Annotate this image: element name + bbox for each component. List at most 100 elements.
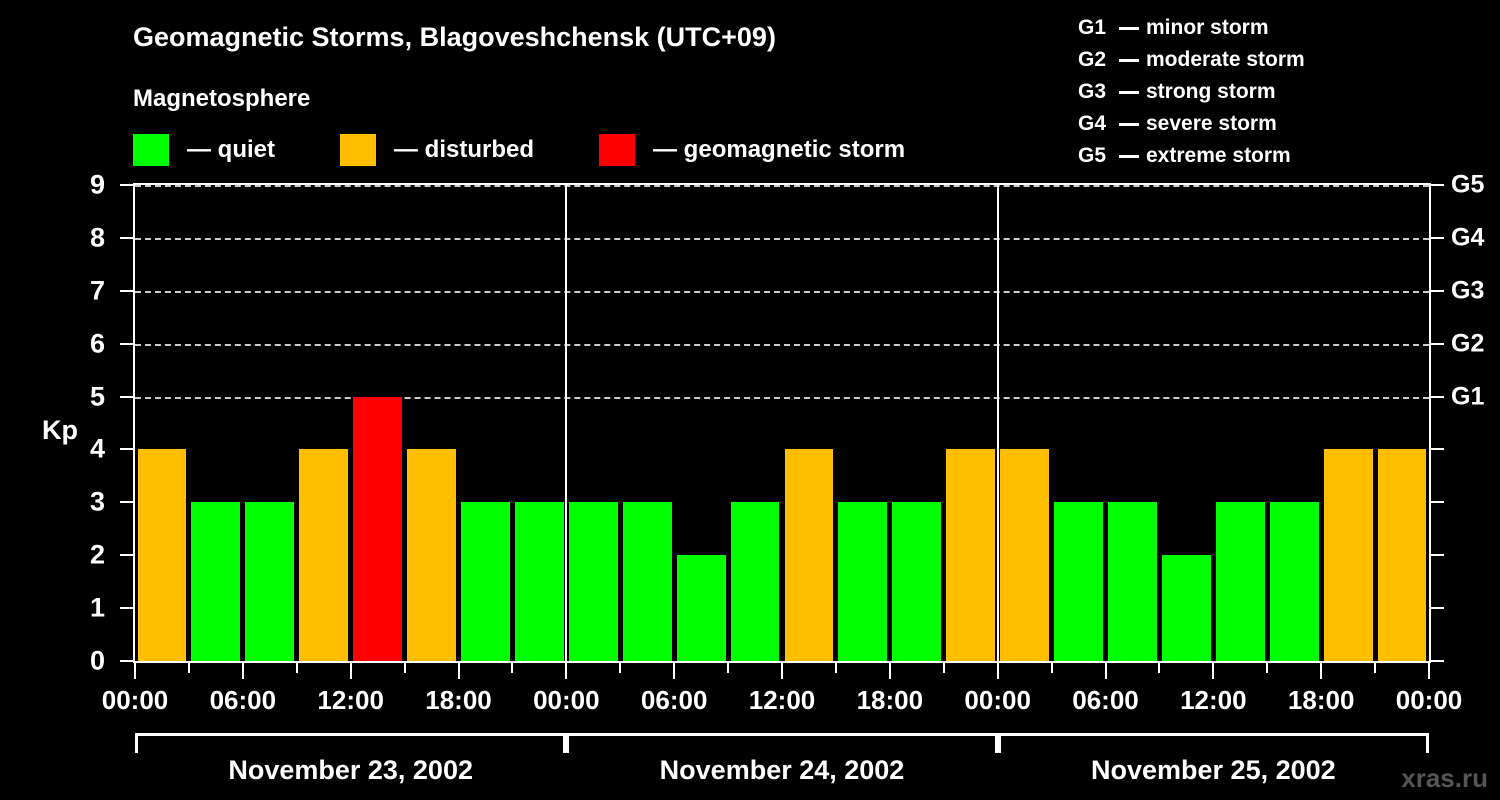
g-scale-code: G2 [1078,48,1107,71]
bar [137,449,187,661]
legend-swatch-disturbed [340,134,376,166]
day-separator [565,185,568,661]
legend-label-quiet: — quiet [187,136,275,163]
right-axis-label-g1: G1 [1451,382,1485,411]
gridline-kp-5 [135,396,1429,399]
x-tick-label: 18:00 [425,685,492,715]
y-tick-mark [120,607,133,610]
right-axis-tick-mark [1431,607,1444,610]
y-tick-mark [120,395,133,398]
bar [1215,502,1265,661]
bar [1323,449,1373,661]
x-tick-label: 06:00 [209,685,277,715]
x-tick-label: 00:00 [1395,685,1463,715]
category-legend: — quiet — disturbed — geomagnetic storm [133,133,905,167]
bar [1161,555,1211,661]
x-tick-mark [403,663,406,673]
bar [1000,449,1050,661]
date-bracket [135,733,567,753]
x-tick-mark [565,663,568,679]
bar [946,449,996,661]
x-tick-label: 12:00 [1180,685,1247,715]
x-tick-mark [1320,663,1323,679]
g-scale-text: severe storm [1146,112,1277,135]
x-tick-mark [1050,663,1053,673]
gridline-kp-6 [135,343,1429,346]
x-tick-mark [1374,663,1377,673]
x-tick-label: 00:00 [964,685,1031,715]
x-tick-mark [673,663,676,679]
g-scale-dash-icon [1119,26,1139,30]
y-tick-mark [120,660,133,662]
right-axis-label-g5: G5 [1451,170,1485,199]
g-scale-row-g3: G3 strong storm [1078,76,1305,108]
bar [568,502,618,661]
y-tick-mark [120,342,133,345]
x-tick-mark [187,663,190,673]
watermark: xras.ru [1401,763,1488,793]
legend-item-disturbed: — disturbed [340,134,534,166]
g-scale-row-g5: G5 extreme storm [1078,140,1305,172]
bar [892,502,942,661]
right-axis-tick-mark [1431,660,1444,662]
y-tick-label: 2 [89,539,105,570]
y-tick-label: 7 [89,275,105,306]
bar [676,555,726,661]
y-tick-label: 9 [89,169,105,200]
y-axis-title: Kp [42,415,78,445]
bar [784,449,834,661]
y-tick-mark [120,184,133,186]
bar [1377,449,1427,661]
gridline-kp-9 [135,185,1429,187]
legend-label-disturbed: — disturbed [394,136,535,163]
x-tick-label: 12:00 [317,685,384,715]
right-axis-tick-mark [1431,236,1444,239]
date-bracket [997,733,1429,753]
y-tick-label: 1 [89,592,105,623]
x-tick-mark [619,663,622,673]
x-tick-label: 12:00 [748,685,816,715]
bar [730,502,780,661]
x-tick-label: 06:00 [1072,685,1139,715]
g-scale-text: extreme storm [1146,144,1291,167]
gridline-kp-7 [135,290,1429,293]
x-tick-label: 00:00 [101,685,169,715]
right-axis-label-g2: G2 [1451,329,1485,358]
g-scale-text: moderate storm [1146,48,1305,71]
date-label: November 25, 2002 [1091,755,1336,785]
g-scale-row-g4: G4 severe storm [1078,108,1305,140]
y-tick-label: 0 [89,645,105,676]
legend-swatch-storm [599,134,636,166]
x-tick-mark [1158,663,1161,673]
right-axis-tick-mark [1431,448,1444,451]
g-scale-row-g2: G2 moderate storm [1078,44,1305,76]
x-tick-mark [134,663,136,679]
bar [407,449,456,661]
legend-item-quiet: — quiet [133,134,275,166]
legend-label-storm: — geomagnetic storm [653,136,906,163]
right-axis-tick-mark [1431,184,1444,186]
bar [1269,502,1319,661]
bar [299,449,349,661]
x-tick-mark [1428,663,1430,679]
g-scale-code: G5 [1078,144,1107,167]
g-scale-dash-icon [1119,58,1139,62]
right-axis-tick-mark [1431,395,1444,398]
right-axis-label-g3: G3 [1451,276,1485,305]
y-tick-mark [120,289,133,292]
bar [191,502,241,661]
bar [622,502,672,661]
y-tick-mark [120,236,133,239]
x-tick-mark [349,663,352,679]
date-label: November 23, 2002 [228,755,473,785]
right-axis-tick-mark [1431,501,1444,504]
bar [1054,502,1103,661]
y-tick-label: 6 [89,328,105,359]
x-tick-mark [781,663,783,679]
right-axis-tick-mark [1431,289,1444,292]
gridline-kp-8 [135,237,1429,240]
x-tick-mark [1266,663,1269,673]
y-tick-mark [120,501,133,504]
g-scale-dash-icon [1119,154,1139,158]
